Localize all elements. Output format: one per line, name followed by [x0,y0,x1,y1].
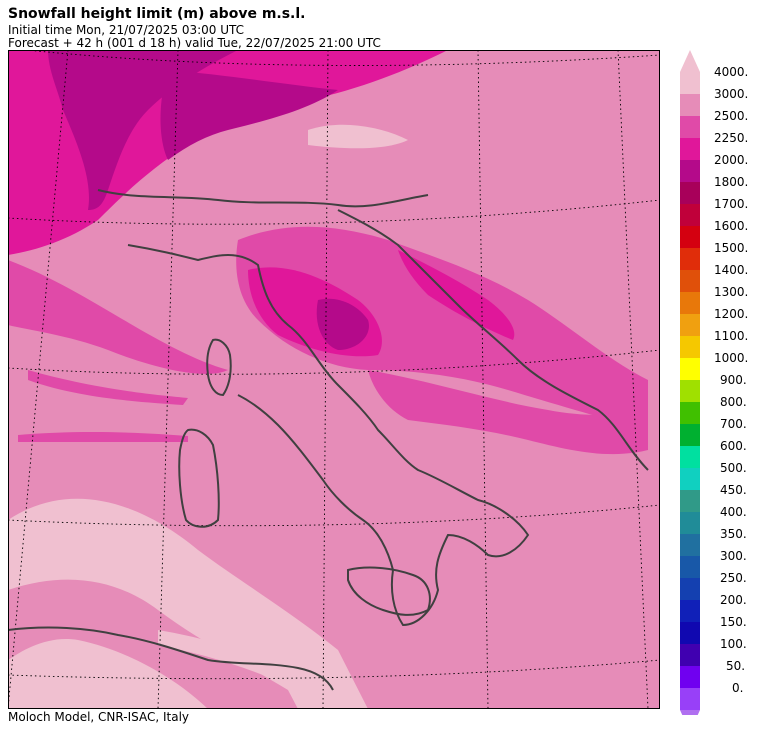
legend-label: 1300. [714,285,749,299]
legend-label: 1000. [714,351,749,365]
legend-swatch [680,666,700,688]
stripe-west-3 [18,432,188,442]
legend-swatch [680,248,700,270]
legend-swatch [680,72,700,94]
legend-label: 200. [720,593,747,607]
legend-swatch [680,138,700,160]
legend-label: 600. [720,439,747,453]
light-patch-northeast [308,124,408,149]
legend-swatch [680,336,700,358]
legend-label: 400. [720,505,747,519]
forecast-time: Forecast + 42 h (001 d 18 h) valid Tue, … [8,36,381,50]
color-legend: 4000. 3000. 2500. 2250. 2000. 1800. 1700. 1600.… [680,50,760,715]
legend-swatch [680,182,700,204]
legend-swatch [680,600,700,622]
medium-band-southwest [8,579,298,709]
legend-label: 800. [720,395,747,409]
legend-swatch [680,204,700,226]
legend-arrow-top [680,50,700,72]
legend-swatch [680,292,700,314]
legend-label: 300. [720,549,747,563]
stripe-west-2 [28,370,188,405]
legend-swatch [680,446,700,468]
map-frame [8,50,660,709]
stripe-west-1 [8,260,228,374]
legend-swatch [680,622,700,644]
legend-swatch [680,94,700,116]
legend-swatch [680,116,700,138]
legend-label: 2500. [714,109,749,123]
legend-label: 1200. [714,307,749,321]
initial-time: Initial time Mon, 21/07/2025 03:00 UTC [8,23,245,37]
legend-swatch [680,380,700,402]
legend-label: 150. [720,615,747,629]
legend-swatch [680,468,700,490]
legend-label: 1700. [714,197,749,211]
model-credit: Moloch Model, CNR-ISAC, Italy [8,710,190,724]
southern-adriatic [368,370,648,455]
legend-swatch [680,534,700,556]
legend-label: 1600. [714,219,749,233]
legend-swatch [680,160,700,182]
legend-arrow-bottom [680,710,700,715]
legend-swatch [680,688,700,710]
legend-swatch [680,512,700,534]
legend-swatch [680,314,700,336]
legend-label: 50. [726,659,746,673]
legend-label: 250. [720,571,747,585]
legend-label: 100. [720,637,747,651]
legend-label: 350. [720,527,747,541]
snowfall-map [8,50,660,709]
lat-lon-grid [8,50,660,709]
legend-swatch [680,358,700,380]
legend-swatch [680,424,700,446]
legend-label: 3000. [714,87,749,101]
legend-label: 1800. [714,175,749,189]
legend-label: 900. [720,373,747,387]
legend-label: 0. [732,681,744,695]
legend-swatch [680,226,700,248]
legend-label: 1500. [714,241,749,255]
central-adriatic-region [236,226,648,430]
legend-colorbar [680,50,700,715]
central-italy-purple [316,298,369,350]
legend-label: 2250. [714,131,749,145]
legend-swatch [680,490,700,512]
map-title: Snowfall height limit (m) above m.s.l. [8,6,306,22]
legend-label: 1100. [714,329,749,343]
legend-label: 1400. [714,263,749,277]
coastlines [8,189,649,691]
legend-label: 450. [720,483,747,497]
light-region-southwest [8,498,368,709]
legend-label: 4000. [714,65,749,79]
balkan-magenta-strip [398,250,515,340]
legend-label: 700. [720,417,747,431]
legend-label: 2000. [714,153,749,167]
legend-swatch [680,270,700,292]
north-purple-band [48,50,238,210]
legend-swatch [680,402,700,424]
legend-swatch [680,556,700,578]
legend-swatch [680,578,700,600]
legend-swatch [680,644,700,666]
legend-label: 500. [720,461,747,475]
north-purple-band-east [160,70,338,160]
